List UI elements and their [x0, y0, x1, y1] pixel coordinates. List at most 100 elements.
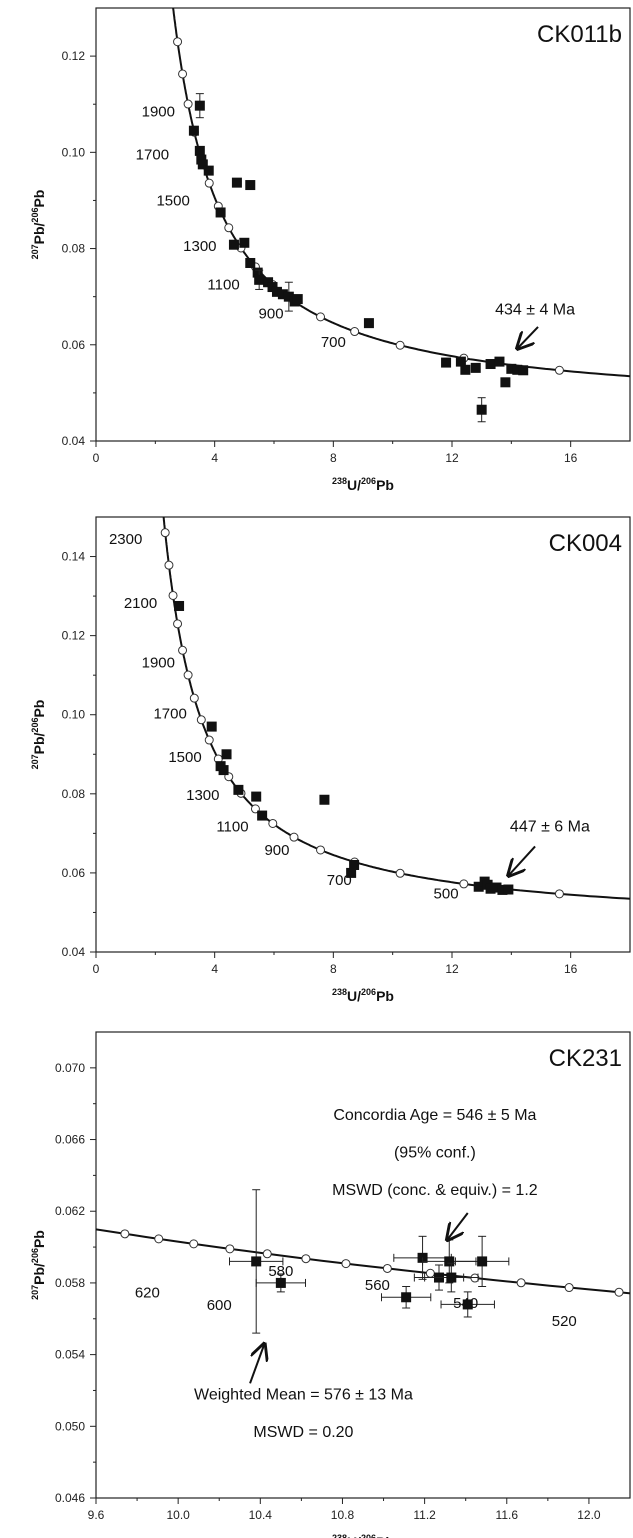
plot-frame — [95, 1031, 631, 1499]
x-tick-label: 16 — [564, 962, 578, 976]
y-tick-label: 0.06 — [62, 338, 86, 352]
data-point — [477, 1256, 488, 1267]
plot-area — [172, 8, 630, 423]
concordia-age-marker — [395, 340, 405, 350]
concordia-age-marker — [425, 1268, 435, 1278]
chart-title: CK004 — [549, 530, 622, 557]
concordia-age-label: 1700 — [153, 706, 186, 723]
axis-label-text: Pb/ — [31, 222, 47, 244]
concordia-age-marker — [350, 327, 360, 337]
concordia-curve — [96, 1228, 630, 1295]
concordia-age-label: 1100 — [216, 818, 248, 835]
concordia-age-marker — [516, 1278, 526, 1288]
data-point — [194, 100, 205, 111]
axis-label-superscript: 206 — [30, 208, 40, 223]
chart-title: CK231 — [549, 1045, 622, 1072]
data-point — [231, 177, 242, 188]
data-point — [446, 1272, 457, 1283]
annotation-arrow — [249, 1344, 264, 1384]
concordia-age-annotation: (95% conf.) — [394, 1144, 476, 1161]
concordia-curve — [162, 517, 630, 900]
y-tick-label: 0.12 — [62, 49, 86, 63]
axis-label-text: U/ — [347, 477, 361, 493]
concordia-age-marker — [395, 868, 405, 878]
concordia-age-marker — [173, 37, 183, 47]
annotation-arrow — [508, 845, 536, 875]
x-tick-label: 11.6 — [496, 1508, 519, 1522]
data-point — [245, 257, 256, 268]
axis-label-text: Pb — [376, 477, 394, 493]
data-point — [346, 867, 357, 878]
concordia-age-marker — [178, 645, 188, 655]
concordia-age-marker — [470, 1273, 480, 1283]
concordia-age-marker — [164, 560, 174, 570]
concordia-age-marker — [289, 832, 299, 842]
chart-panel: 0 4 8 12 160.040.060.080.100.12238U/206Pb207… — [30, 7, 631, 493]
axis-label-text: U/ — [347, 1534, 361, 1538]
chart-panel: 0 4 8 12 160.040.060.080.100.120.14238U/206P… — [30, 516, 631, 1004]
concordia-age-label: 1700 — [136, 147, 169, 164]
data-point — [271, 286, 282, 297]
concordia-age-label: 580 — [268, 1263, 293, 1280]
x-tick-label: 9.6 — [88, 1508, 105, 1522]
axis-label-superscript: 238 — [332, 987, 347, 997]
x-axis-label: 238U/206Pb — [332, 476, 394, 493]
x-axis-label: 238U/206Pb — [332, 987, 394, 1004]
concordia-age-marker — [262, 1249, 272, 1259]
data-point — [174, 600, 185, 611]
y-axis-label: 207Pb/206Pb — [30, 190, 47, 260]
concordia-age-marker — [316, 312, 326, 322]
x-tick-label: 0 — [93, 962, 100, 976]
x-tick-label: 8 — [330, 451, 337, 465]
x-tick-label: 4 — [211, 962, 218, 976]
concordia-age-label: 620 — [135, 1284, 160, 1301]
axis-label-superscript: 206 — [30, 1248, 40, 1263]
y-tick-label: 0.08 — [62, 787, 86, 801]
axis-label-text: Pb — [31, 1230, 47, 1248]
data-point — [506, 363, 517, 374]
age-annotation: 434 ± 4 Ma — [495, 301, 575, 318]
concordia-age-label: 1500 — [156, 192, 189, 209]
axis-label-text: U/ — [347, 988, 361, 1004]
y-tick-label: 0.14 — [62, 550, 86, 564]
axis-label-text: Pb — [376, 1534, 394, 1538]
concordia-age-label: 2100 — [124, 595, 157, 612]
concordia-age-marker — [183, 99, 193, 109]
data-point — [503, 884, 514, 895]
concordia-age-label: 1500 — [168, 749, 201, 766]
concordia-age-marker — [459, 879, 469, 889]
concordia-age-marker — [204, 178, 214, 188]
data-point — [444, 1256, 455, 1267]
y-tick-label: 0.070 — [55, 1061, 85, 1075]
concordia-age-marker — [196, 715, 206, 725]
plot-area — [160, 517, 630, 900]
weighted-mean-annotation: Weighted Mean = 576 ± 13 Ma — [194, 1386, 413, 1403]
concordia-curve — [172, 8, 630, 378]
x-axis-label: 238U/206Pb — [332, 1533, 394, 1538]
chart-panel: 9.6 10.0 10.4 10.8 11.2 11.6 12.0 0.046 0.050 0.0… — [30, 1031, 631, 1538]
data-point — [221, 749, 232, 760]
concordia-age-label: 1100 — [207, 276, 239, 293]
y-tick-label: 0.046 — [55, 1491, 85, 1505]
data-point — [215, 207, 226, 218]
x-tick-label: 12 — [445, 962, 459, 976]
concordia-age-marker — [183, 670, 193, 680]
concordia-age-label: 500 — [434, 886, 459, 903]
data-point — [491, 882, 502, 893]
concordia-age-marker — [225, 1244, 235, 1254]
data-point — [228, 239, 239, 250]
axis-label-superscript: 206 — [361, 987, 376, 997]
concordia-age-label: 1900 — [142, 103, 175, 120]
data-point — [233, 784, 244, 795]
concordia-age-marker — [268, 818, 278, 828]
concordia-age-annotation: Concordia Age = 546 ± 5 Ma — [333, 1107, 536, 1124]
x-tick-label: 12.0 — [577, 1508, 601, 1522]
concordia-age-marker — [301, 1254, 311, 1264]
data-point — [319, 794, 330, 805]
data-point — [252, 267, 263, 278]
concordia-age-marker — [173, 619, 183, 629]
concordia-age-label: 900 — [264, 842, 289, 859]
data-point — [188, 125, 199, 136]
concordia-age-label: 600 — [207, 1297, 232, 1314]
axis-label-superscript: 206 — [361, 1533, 376, 1538]
